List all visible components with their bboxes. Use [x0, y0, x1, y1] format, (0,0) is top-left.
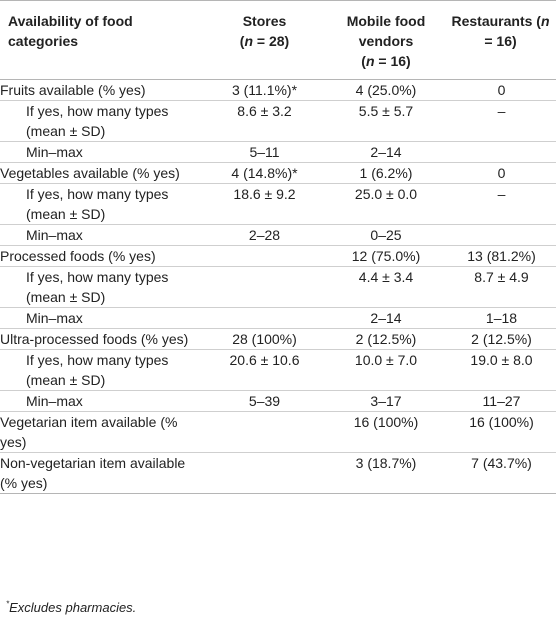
- table-row: If yes, how many types (mean ± SD) 18.6 …: [0, 183, 556, 225]
- row-label: Processed foods (% yes): [0, 245, 204, 267]
- table-row: Min–max 2–28 0–25: [0, 224, 556, 246]
- cell-mobile: 0–25: [325, 224, 447, 246]
- cell-restaurants: 0: [447, 79, 556, 101]
- cell-restaurants: 1–18: [447, 307, 556, 329]
- cell-stores: 8.6 ± 3.2: [204, 100, 325, 142]
- table-footnote: *Excludes pharmacies.: [6, 600, 136, 615]
- header-restaurants-n: (n = 16): [484, 13, 550, 49]
- cell-mobile: 12 (75.0%): [325, 245, 447, 267]
- header-stores-name: Stores: [242, 13, 287, 29]
- header-restaurants: Restaurants (n = 16): [447, 0, 556, 80]
- table-row: Ultra-processed foods (% yes) 28 (100%) …: [0, 328, 556, 350]
- cell-mobile: 1 (6.2%): [325, 162, 447, 184]
- cell-mobile: 2 (12.5%): [325, 328, 447, 350]
- cell-stores: 4 (14.8%)*: [204, 162, 325, 184]
- row-label: If yes, how many types (mean ± SD): [0, 349, 204, 391]
- cell-mobile: 2–14: [325, 141, 447, 163]
- row-label: Fruits available (% yes): [0, 79, 204, 101]
- table-header-row: Availability of food categories Stores (…: [0, 0, 556, 80]
- table-row: Fruits available (% yes) 3 (11.1%)* 4 (2…: [0, 79, 556, 101]
- cell-mobile: 3 (18.7%): [325, 452, 447, 494]
- cell-restaurants: 7 (43.7%): [447, 452, 556, 494]
- table-row: Processed foods (% yes) 12 (75.0%) 13 (8…: [0, 245, 556, 267]
- header-food-categories: Availability of food categories: [0, 0, 204, 80]
- cell-stores: 2–28: [204, 224, 325, 246]
- row-label: Min–max: [0, 224, 204, 246]
- row-label: Non-vegetarian item available (% yes): [0, 452, 204, 494]
- cell-stores: 28 (100%): [204, 328, 325, 350]
- cell-mobile: 2–14: [325, 307, 447, 329]
- table-row: Non-vegetarian item available (% yes) 3 …: [0, 452, 556, 494]
- cell-stores: 5–11: [204, 141, 325, 163]
- row-label: Min–max: [0, 307, 204, 329]
- cell-restaurants: –: [447, 100, 556, 142]
- cell-mobile: 16 (100%): [325, 411, 447, 453]
- row-label: Vegetables available (% yes): [0, 162, 204, 184]
- cell-mobile: 25.0 ± 0.0: [325, 183, 447, 225]
- header-stores-n: (n = 28): [239, 33, 290, 49]
- food-availability-table: Availability of food categories Stores (…: [0, 0, 556, 494]
- row-label: Vegetarian item available (% yes): [0, 411, 204, 453]
- header-stores: Stores (n = 28): [204, 0, 325, 80]
- cell-stores: [204, 411, 325, 453]
- cell-restaurants: 8.7 ± 4.9: [447, 266, 556, 308]
- footnote-text: Excludes pharmacies.: [9, 600, 137, 615]
- cell-restaurants: 13 (81.2%): [447, 245, 556, 267]
- cell-mobile: 5.5 ± 5.7: [325, 100, 447, 142]
- cell-stores: 5–39: [204, 390, 325, 412]
- table-row: Vegetables available (% yes) 4 (14.8%)* …: [0, 162, 556, 184]
- cell-mobile: 4 (25.0%): [325, 79, 447, 101]
- cell-restaurants: 2 (12.5%): [447, 328, 556, 350]
- footnote-marker: *: [6, 599, 10, 609]
- cell-mobile: 10.0 ± 7.0: [325, 349, 447, 391]
- row-label: If yes, how many types (mean ± SD): [0, 183, 204, 225]
- table-row: Vegetarian item available (% yes) 16 (10…: [0, 411, 556, 453]
- cell-stores: 3 (11.1%)*: [204, 79, 325, 101]
- table-row: If yes, how many types (mean ± SD) 8.6 ±…: [0, 100, 556, 142]
- header-restaurants-name: Restaurants: [451, 13, 533, 29]
- cell-stores: 18.6 ± 9.2: [204, 183, 325, 225]
- table-row: Min–max 5–11 2–14: [0, 141, 556, 163]
- row-label: Min–max: [0, 141, 204, 163]
- cell-mobile: 4.4 ± 3.4: [325, 266, 447, 308]
- cell-stores: 20.6 ± 10.6: [204, 349, 325, 391]
- table-row: If yes, how many types (mean ± SD) 20.6 …: [0, 349, 556, 391]
- header-mobile-name: Mobile food vendors: [346, 13, 426, 49]
- table-row: Min–max 5–39 3–17 11–27: [0, 390, 556, 412]
- cell-restaurants: 0: [447, 162, 556, 184]
- cell-restaurants: [447, 224, 556, 246]
- row-label: If yes, how many types (mean ± SD): [0, 266, 204, 308]
- cell-restaurants: [447, 141, 556, 163]
- row-label: Min–max: [0, 390, 204, 412]
- table-row: If yes, how many types (mean ± SD) 4.4 ±…: [0, 266, 556, 308]
- cell-restaurants: 19.0 ± 8.0: [447, 349, 556, 391]
- header-mobile-n: (n = 16): [361, 53, 411, 69]
- table-row: Min–max 2–14 1–18: [0, 307, 556, 329]
- cell-stores: [204, 266, 325, 308]
- cell-stores: [204, 307, 325, 329]
- cell-restaurants: 16 (100%): [447, 411, 556, 453]
- row-label: If yes, how many types (mean ± SD): [0, 100, 204, 142]
- cell-restaurants: –: [447, 183, 556, 225]
- table-body: Fruits available (% yes) 3 (11.1%)* 4 (2…: [0, 79, 556, 494]
- cell-stores: [204, 245, 325, 267]
- cell-stores: [204, 452, 325, 494]
- header-mobile-food-vendors: Mobile food vendors (n = 16): [325, 0, 447, 80]
- cell-restaurants: 11–27: [447, 390, 556, 412]
- cell-mobile: 3–17: [325, 390, 447, 412]
- row-label: Ultra-processed foods (% yes): [0, 328, 204, 350]
